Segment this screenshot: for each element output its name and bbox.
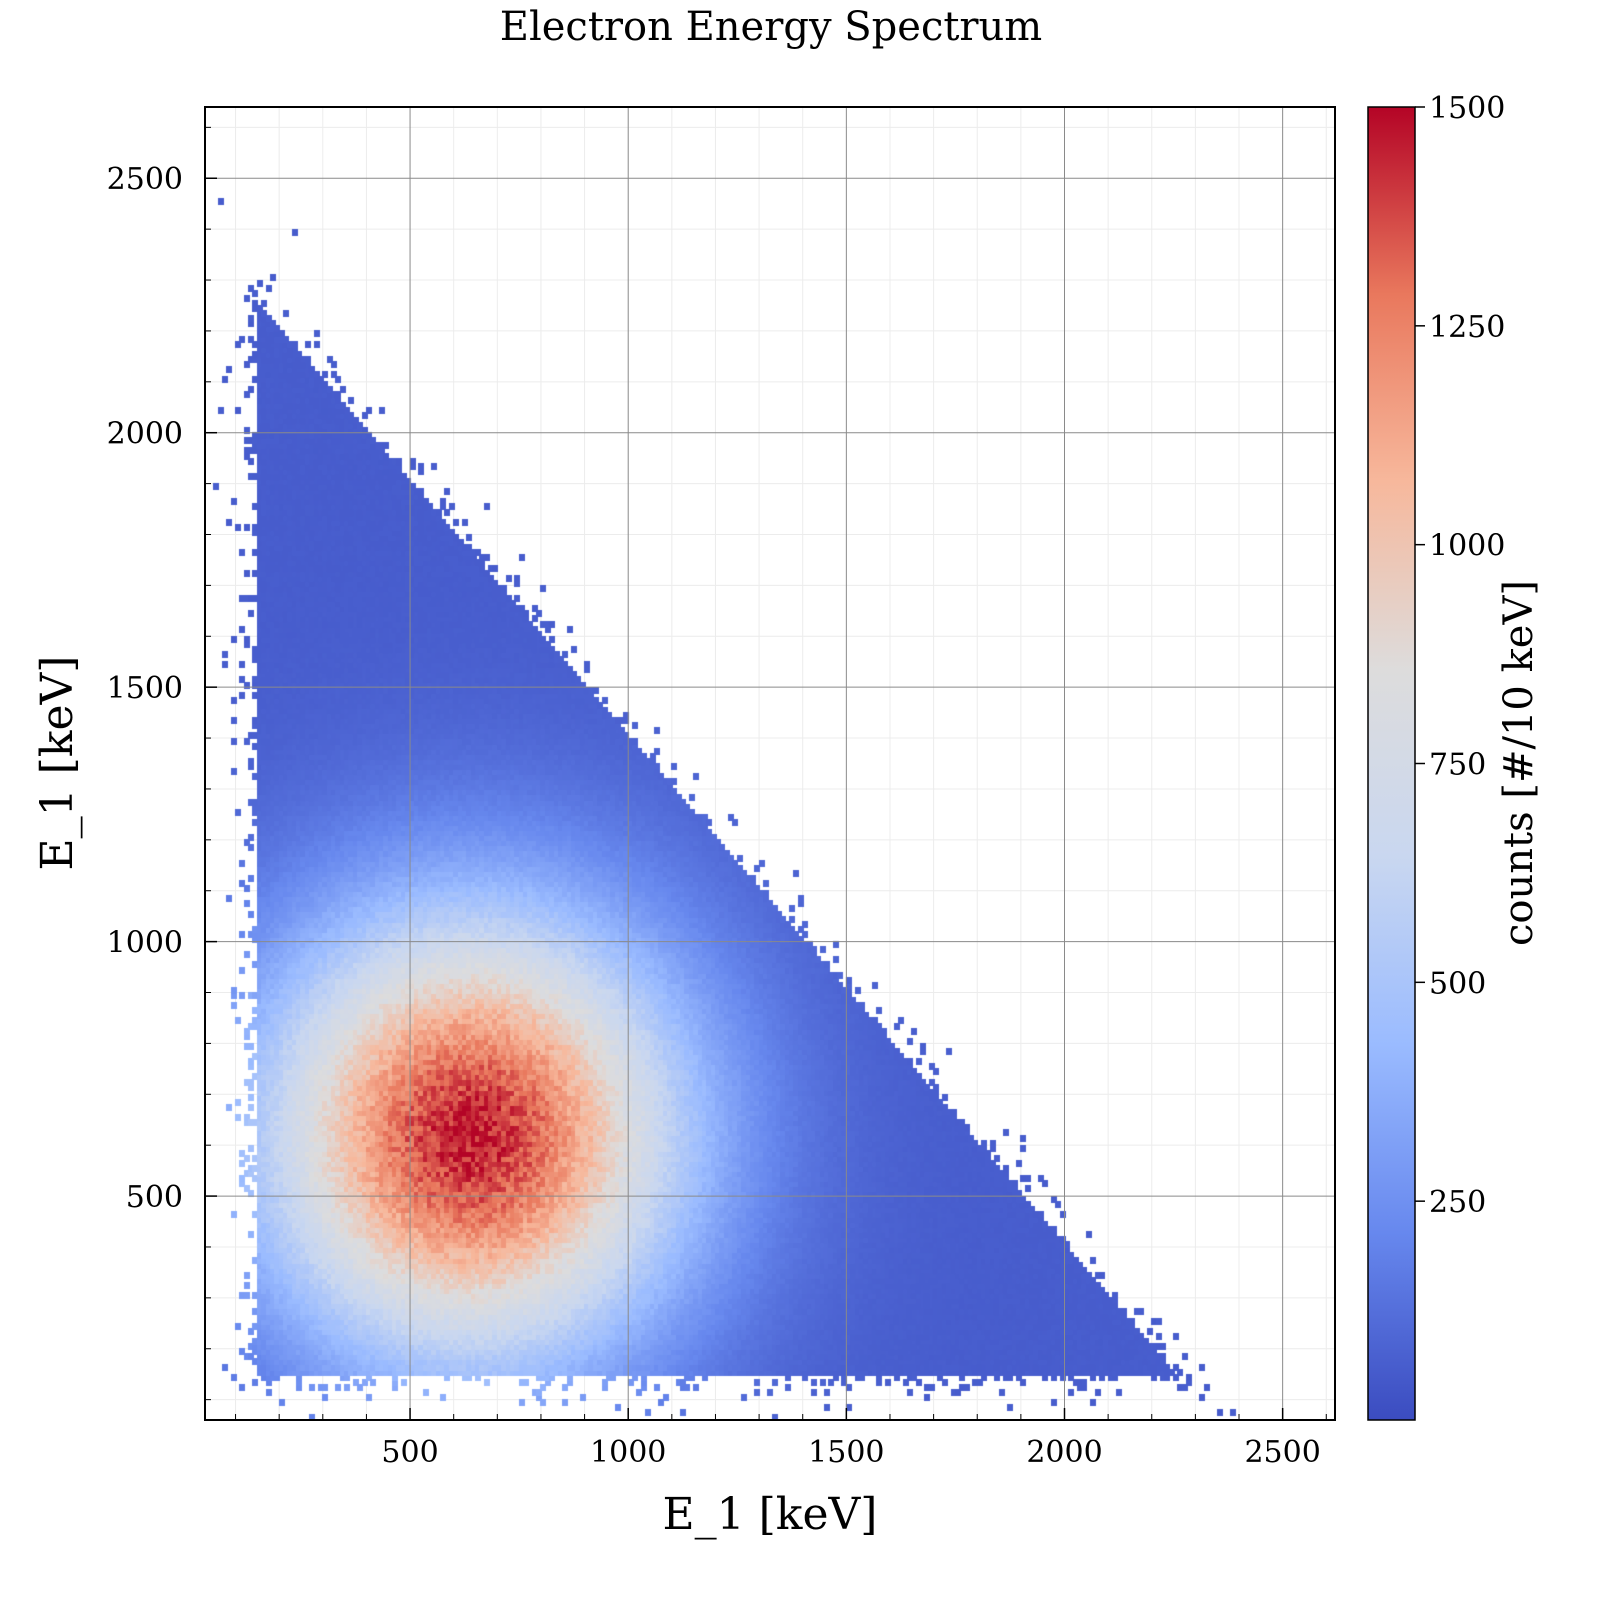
plot-frame bbox=[204, 106, 1336, 1421]
x-tick-label: 2000 bbox=[1026, 1435, 1102, 1470]
x-axis-label: E_1 [keV] bbox=[663, 1489, 878, 1540]
colorbar-tick-label: 500 bbox=[1429, 966, 1486, 1001]
y-tick-label: 2000 bbox=[107, 417, 183, 452]
colorbar-tick-label: 750 bbox=[1429, 748, 1486, 783]
colorbar-tick-label: 250 bbox=[1429, 1185, 1486, 1220]
colorbar bbox=[1367, 106, 1416, 1421]
y-axis-label: E_1 [keV] bbox=[32, 656, 83, 871]
colorbar-label: counts [#/10 keV] bbox=[1496, 580, 1542, 946]
heatmap-cells bbox=[205, 107, 1335, 1420]
x-tick-label: 2500 bbox=[1244, 1435, 1320, 1470]
x-tick-label: 1500 bbox=[808, 1435, 884, 1470]
chart-title: Electron Energy Spectrum bbox=[500, 4, 1042, 50]
colorbar-tick-label: 1000 bbox=[1429, 529, 1505, 564]
major-grid bbox=[205, 107, 1335, 1420]
x-axis: 500 1000 1500 2000 2500 bbox=[235, 1408, 1327, 1470]
colorbar-tick-label: 1500 bbox=[1429, 91, 1505, 126]
colorbar-ticks: 250 500 750 1000 1250 1500 bbox=[1415, 91, 1505, 1220]
y-tick-label: 1000 bbox=[107, 926, 183, 961]
y-tick-label: 500 bbox=[126, 1180, 183, 1215]
colorbar-tick-label: 1250 bbox=[1429, 310, 1505, 345]
x-tick-label: 1000 bbox=[590, 1435, 666, 1470]
y-tick-label: 1500 bbox=[107, 671, 183, 706]
heatmap-image bbox=[205, 107, 1335, 1420]
y-axis: 500 1000 1500 2000 2500 bbox=[107, 126, 217, 1401]
x-tick-label: 500 bbox=[381, 1435, 438, 1470]
y-tick-label: 2500 bbox=[107, 162, 183, 197]
